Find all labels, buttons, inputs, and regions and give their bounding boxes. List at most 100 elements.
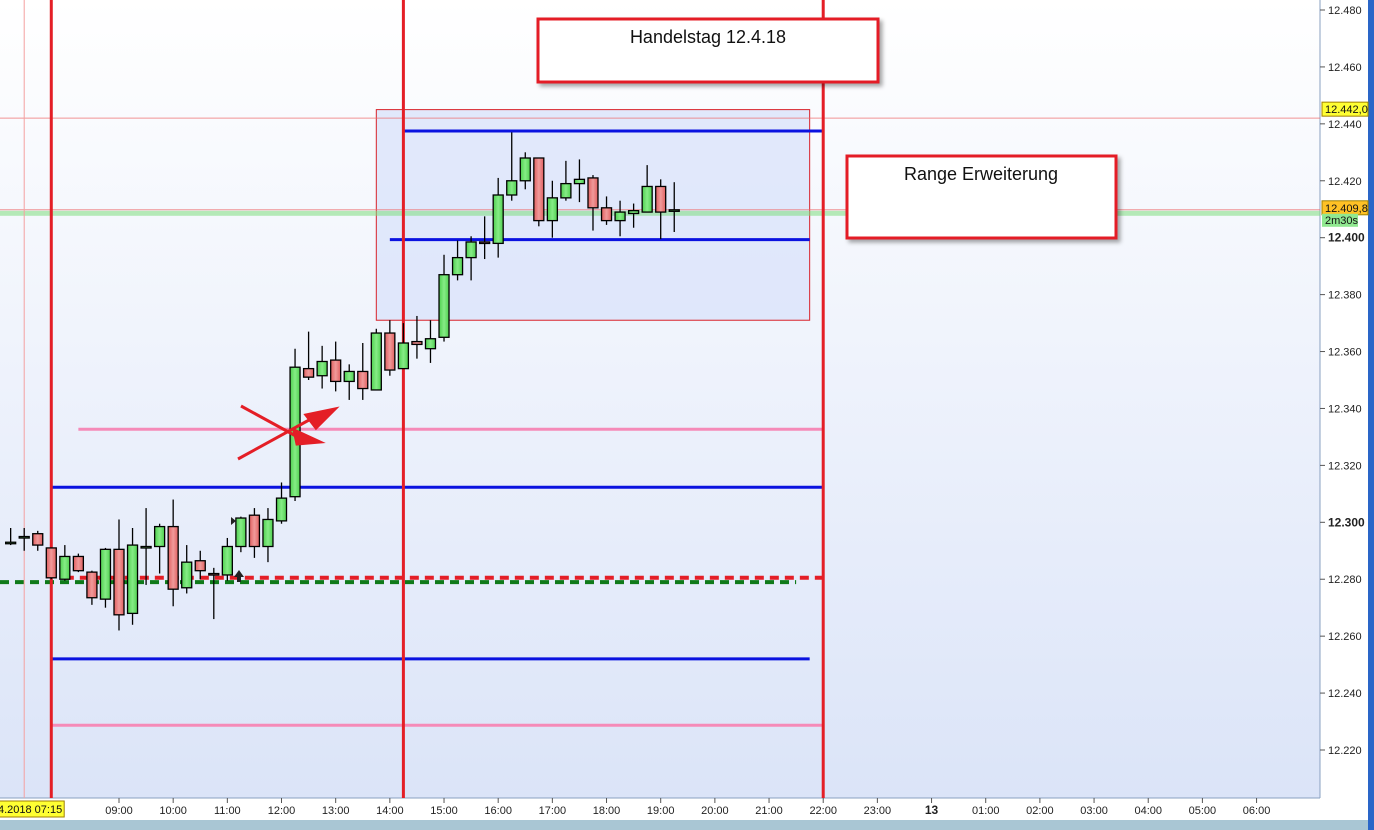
window-border-right — [1368, 0, 1374, 830]
candle-body[interactable] — [641, 185, 653, 213]
candle-body[interactable] — [126, 544, 139, 615]
candle-body[interactable] — [424, 338, 437, 350]
y-tick-label: 12.440 — [1328, 119, 1362, 131]
note-handelstag[interactable]: Handelstag 12.4.18 — [536, 17, 880, 84]
candle-body[interactable] — [59, 555, 71, 580]
candle-body[interactable] — [655, 185, 667, 213]
candle-body[interactable] — [5, 541, 17, 545]
candle-body[interactable] — [113, 548, 125, 616]
y-tick-label: 12.480 — [1328, 5, 1362, 17]
candle-body[interactable] — [492, 194, 504, 245]
candle-body[interactable] — [627, 210, 640, 215]
x-tick-label: 02:00 — [1026, 805, 1054, 817]
candle-body[interactable] — [411, 340, 423, 346]
candle-body[interactable] — [32, 533, 44, 546]
y-tick-label: 12.400 — [1328, 231, 1365, 245]
candle-body[interactable] — [45, 547, 57, 579]
candle-body[interactable] — [614, 211, 626, 222]
countdown-label: 2m30s — [1325, 215, 1359, 227]
candle-body[interactable] — [357, 370, 369, 390]
candle-body[interactable] — [235, 517, 247, 548]
price-axis-background — [1320, 0, 1374, 820]
crosshair-time-label: 12.04.2018 07:15 — [0, 804, 62, 816]
y-tick-label: 12.420 — [1328, 176, 1362, 188]
x-tick-label: 16:00 — [484, 805, 512, 817]
candle-body[interactable] — [384, 332, 396, 371]
note-range-erweiterung-text: Range Erweiterung — [904, 164, 1058, 184]
candle-body[interactable] — [262, 518, 274, 548]
x-tick-label: 13 — [925, 803, 939, 817]
candle-body[interactable] — [506, 180, 518, 196]
current-price-band — [0, 210, 1320, 216]
x-tick-label: 18:00 — [593, 805, 621, 817]
x-tick-label: 05:00 — [1189, 805, 1217, 817]
y-tick-label: 12.280 — [1328, 574, 1362, 586]
x-tick-label: 04:00 — [1134, 805, 1162, 817]
candle-body[interactable] — [438, 274, 450, 338]
candle-body[interactable] — [343, 370, 355, 383]
x-tick-label: 09:00 — [105, 805, 133, 817]
candle-body[interactable] — [194, 560, 206, 572]
x-tick-label: 12:00 — [268, 805, 296, 817]
x-tick-label: 01:00 — [972, 805, 1000, 817]
candle-body[interactable] — [167, 525, 179, 590]
candle-body[interactable] — [330, 359, 342, 383]
y-tick-label: 12.460 — [1328, 62, 1362, 74]
status-bar — [0, 820, 1374, 830]
x-tick-label: 19:00 — [647, 805, 675, 817]
price-marker-label: 12.442,0 — [1325, 104, 1368, 116]
x-tick-label: 13:00 — [322, 805, 350, 817]
countdown-badge — [1322, 213, 1358, 227]
x-tick-label: 15:00 — [430, 805, 458, 817]
note-range-erweiterung[interactable]: Range Erweiterung — [845, 154, 1118, 240]
candle-body[interactable] — [465, 241, 477, 259]
crossing-arrows-annotation[interactable] — [237, 404, 340, 461]
candle-body[interactable] — [221, 545, 233, 576]
candle-body[interactable] — [72, 555, 85, 572]
x-tick-label: 03:00 — [1080, 805, 1108, 817]
candle-body[interactable] — [546, 197, 559, 222]
candle-body[interactable] — [397, 342, 410, 370]
candle-body[interactable] — [600, 207, 613, 222]
candle-body[interactable] — [370, 332, 382, 391]
y-tick-label: 12.340 — [1328, 403, 1362, 415]
candle-body[interactable] — [248, 514, 261, 548]
candle-body[interactable] — [587, 177, 599, 209]
x-tick-label: 10:00 — [159, 805, 187, 817]
note-handelstag-text: Handelstag 12.4.18 — [630, 27, 786, 47]
candle-body[interactable] — [275, 497, 288, 522]
candle-body[interactable] — [478, 241, 491, 245]
candle-body[interactable] — [208, 572, 220, 576]
candle-body[interactable] — [560, 182, 572, 199]
candle-body[interactable] — [451, 256, 464, 276]
y-tick-label: 12.220 — [1328, 745, 1362, 757]
x-tick-label: 06:00 — [1243, 805, 1271, 817]
candle-body[interactable] — [302, 367, 315, 378]
y-tick-label: 12.380 — [1328, 290, 1362, 302]
candle-body[interactable] — [181, 561, 193, 589]
candle-body[interactable] — [573, 178, 586, 185]
y-tick-label: 12.360 — [1328, 347, 1362, 359]
candle-body[interactable] — [533, 157, 545, 222]
candle-body[interactable] — [153, 525, 166, 548]
x-tick-label: 11:00 — [214, 805, 241, 817]
arrow-up-right — [237, 412, 321, 461]
candle-body[interactable] — [316, 360, 328, 377]
arrow-up-right-head — [303, 406, 340, 431]
price-marker-label: 12.409,8 — [1325, 203, 1368, 215]
y-tick-label: 12.300 — [1328, 515, 1365, 529]
candle-body[interactable] — [668, 209, 680, 212]
candle-body[interactable] — [99, 548, 112, 600]
candle-body[interactable] — [18, 535, 30, 539]
x-tick-label: 14:00 — [376, 805, 404, 817]
candle-body[interactable] — [140, 545, 152, 549]
x-tick-label: 22:00 — [809, 805, 837, 817]
candle-body[interactable] — [86, 571, 98, 599]
x-tick-label: 21:00 — [755, 805, 783, 817]
price-marker-badge — [1321, 101, 1369, 117]
x-tick-label: 20:00 — [701, 805, 729, 817]
candle-body[interactable] — [519, 157, 531, 182]
y-tick-label: 12.260 — [1328, 631, 1362, 643]
crosshair-time-badge — [0, 800, 65, 818]
